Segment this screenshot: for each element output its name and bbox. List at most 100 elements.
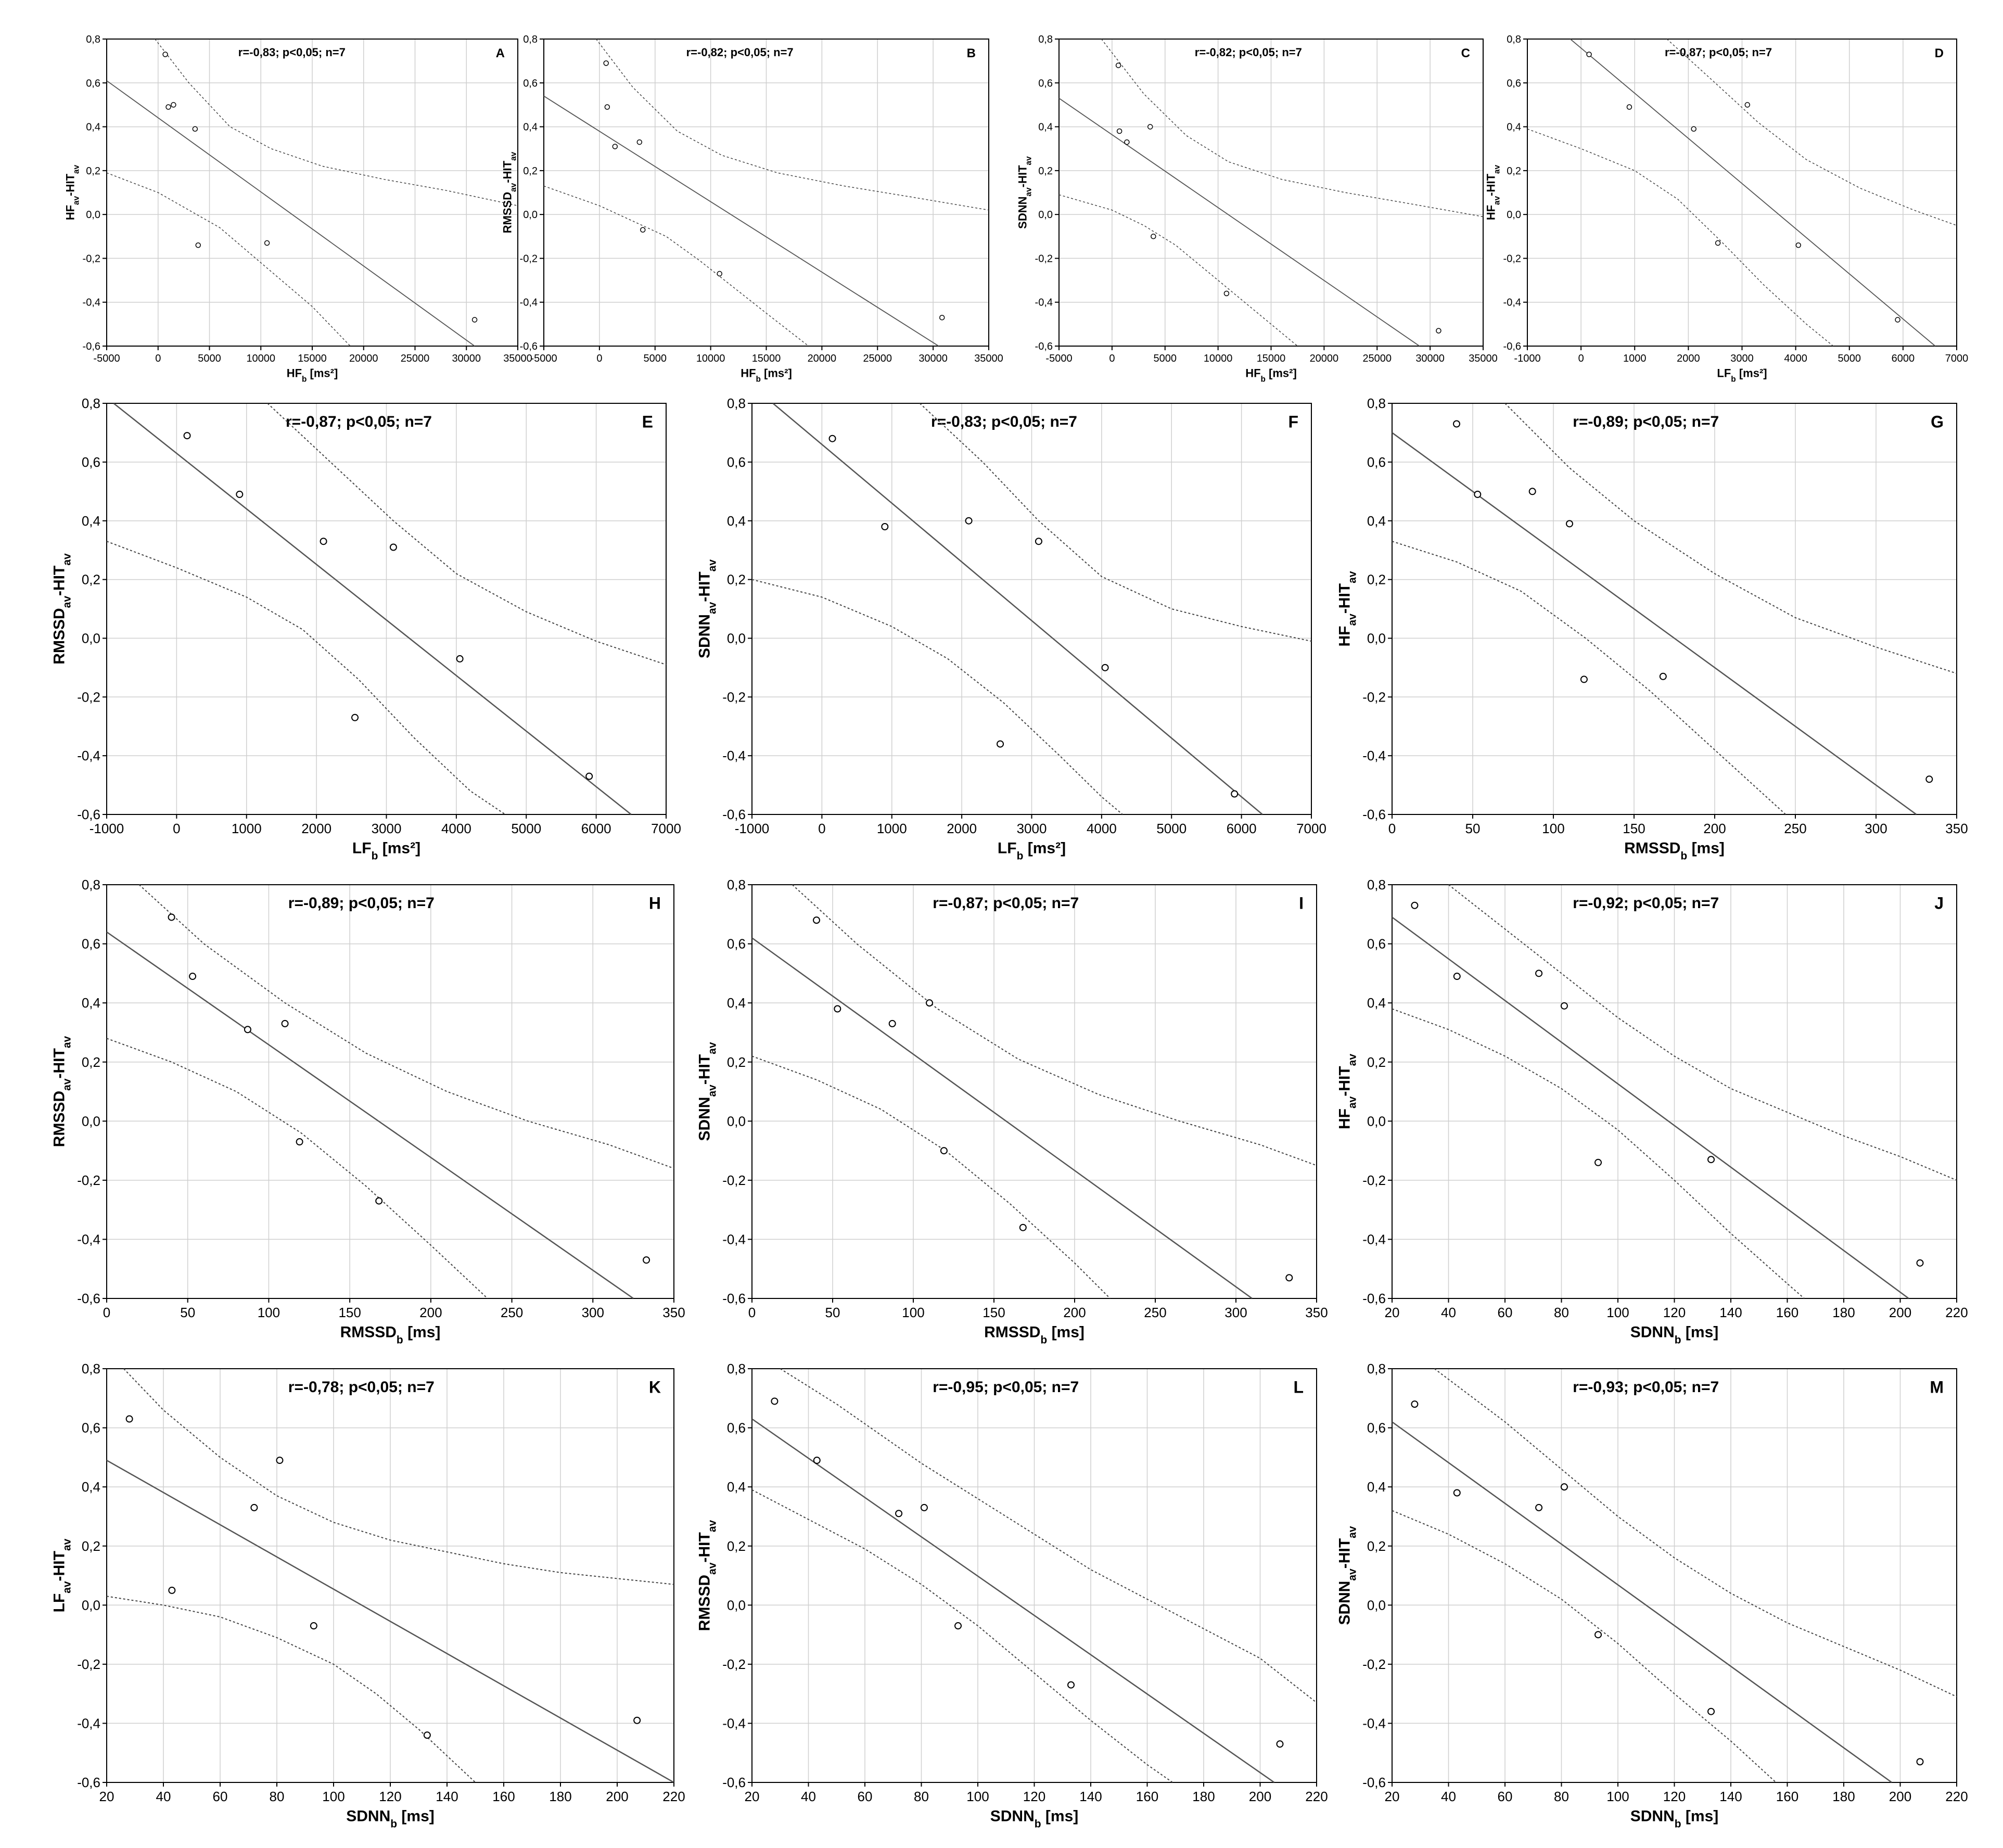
y-tick-label: 0,8	[1507, 34, 1521, 45]
x-axis-label: HFb [ms²]	[1245, 366, 1297, 384]
y-tick-label: -0,6	[77, 807, 100, 822]
x-tick-label: -1000	[735, 821, 770, 836]
x-tick-label: 30000	[918, 353, 948, 364]
y-axis-label: HFav-HITav	[1485, 164, 1502, 220]
plot-area	[107, 403, 666, 814]
data-point	[939, 314, 945, 321]
data-point	[189, 973, 197, 980]
y-tick-label: 0,0	[1367, 1597, 1386, 1613]
data-point	[828, 435, 836, 442]
panel-e: -1000 0 1000 2000 3000 4000 5000 6000 7000 -0,6 -0…	[51, 396, 681, 862]
x-tick-label: 1000	[877, 821, 907, 836]
y-tick-label: 0,4	[1038, 122, 1053, 133]
stat-annotation: r=-0,87; p<0,05; n=7	[933, 895, 1079, 912]
data-point	[1453, 973, 1461, 980]
data-point	[423, 1731, 431, 1739]
y-tick-label: 0,8	[1367, 877, 1386, 893]
x-tick-label: 40	[1441, 1305, 1456, 1320]
x-tick-label: 180	[549, 1789, 571, 1804]
y-tick-label: 0,4	[1367, 995, 1386, 1011]
y-tick-label: 0,0	[82, 1597, 100, 1613]
x-axis-label: HFb [ms²]	[287, 366, 338, 384]
panel-letter: F	[1288, 412, 1298, 431]
y-tick-label: -0,6	[722, 1775, 746, 1790]
regression-line	[1392, 916, 1909, 1298]
regression-line	[752, 1418, 1275, 1782]
data-point	[1594, 1631, 1602, 1639]
panel-letter: D	[1935, 46, 1944, 60]
x-tick-label: 30000	[452, 353, 481, 364]
ci-upper-band	[267, 403, 666, 666]
ci-upper-band	[1448, 885, 1957, 1181]
y-tick-label: 0,6	[82, 1420, 100, 1436]
plot-area	[752, 1369, 1317, 1782]
data-point	[1916, 1259, 1924, 1267]
y-tick-label: 0,6	[1367, 936, 1386, 952]
data-point	[1535, 1503, 1543, 1511]
x-tick-label: 200	[606, 1789, 628, 1804]
y-tick-label: 0,8	[82, 1361, 100, 1377]
x-tick-label: 1000	[232, 821, 262, 836]
x-tick-label: 100	[1542, 821, 1564, 836]
x-tick-label: 10000	[696, 353, 725, 364]
ci-lower-band	[752, 1055, 1111, 1298]
data-point	[636, 139, 643, 145]
y-tick-label: -0,4	[83, 297, 100, 309]
y-tick-label: 0,4	[1507, 122, 1521, 133]
y-tick-label: -0,2	[1035, 253, 1053, 264]
data-point	[585, 772, 593, 780]
y-tick-label: 0,8	[523, 34, 538, 45]
x-tick-label: 15000	[298, 353, 327, 364]
regression-line	[107, 1459, 674, 1782]
panel-letter: H	[649, 894, 661, 912]
x-tick-label: 80	[270, 1789, 285, 1804]
plot-area	[107, 885, 674, 1298]
x-tick-label: 300	[1865, 821, 1887, 836]
data-point	[1474, 490, 1482, 498]
data-point	[881, 523, 889, 530]
x-tick-label: -1000	[90, 821, 124, 836]
ci-upper-band	[780, 1369, 1317, 1703]
y-tick-label: 0,2	[86, 165, 100, 177]
data-point	[1453, 1489, 1461, 1497]
x-tick-label: 200	[1063, 1305, 1086, 1320]
y-tick-label: 0,2	[1367, 572, 1386, 588]
panel-h: 0 50 100 150 200 250 300 350 -0,6 -0,4 -0,2 0,0 0,2 0…	[51, 877, 685, 1346]
x-tick-label: 3000	[372, 821, 402, 836]
panel-c: -5000 0 5000 10000 15000 20000 25000 30000 35000…	[1016, 34, 1498, 384]
y-tick-label: -0,2	[1362, 689, 1386, 705]
y-tick-label: 0,2	[82, 1538, 100, 1554]
data-point	[954, 1622, 962, 1630]
y-tick-label: 0,8	[82, 396, 100, 411]
x-tick-label: 120	[1663, 1789, 1686, 1804]
x-tick-label: 2000	[301, 821, 331, 836]
x-tick-label: 60	[858, 1789, 873, 1804]
plot-frame	[106, 884, 674, 1299]
data-point	[1594, 1158, 1602, 1166]
y-tick-label: 0,2	[1507, 165, 1521, 177]
y-tick-label: -0,2	[1503, 253, 1521, 264]
x-tick-label: 220	[1945, 1789, 1968, 1804]
y-tick-label: -0,6	[1362, 1775, 1386, 1790]
ci-upper-band	[1666, 39, 1957, 226]
y-tick-label: 0,0	[1038, 209, 1053, 221]
data-point	[834, 1005, 841, 1013]
y-tick-label: 0,4	[1367, 1479, 1386, 1495]
x-tick-label: 250	[1784, 821, 1806, 836]
y-tick-label: 0,2	[727, 1538, 746, 1554]
data-point	[351, 713, 359, 721]
x-axis-label: SDNNb [ms]	[1630, 1324, 1719, 1346]
x-tick-label: 5000	[1838, 353, 1861, 364]
y-tick-label: 0,2	[1367, 1054, 1386, 1070]
data-point	[1626, 104, 1632, 110]
x-tick-label: 20	[1385, 1789, 1400, 1804]
data-point	[1411, 1400, 1419, 1408]
x-tick-label: 7000	[1296, 821, 1326, 836]
x-tick-label: 100	[902, 1305, 924, 1320]
regression-line	[1392, 1421, 1892, 1782]
y-tick-label: -0,4	[1362, 1232, 1386, 1247]
data-point	[281, 1019, 289, 1027]
y-tick-label: -0,4	[77, 1232, 100, 1247]
regression-line	[107, 80, 475, 346]
x-tick-label: 4000	[1087, 821, 1117, 836]
